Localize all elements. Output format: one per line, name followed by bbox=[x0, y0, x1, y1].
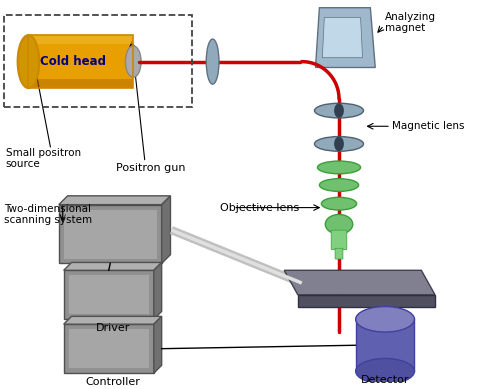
Bar bbox=[69, 275, 149, 314]
Bar bbox=[28, 79, 133, 88]
Bar bbox=[356, 319, 414, 371]
Polygon shape bbox=[59, 196, 170, 205]
Ellipse shape bbox=[125, 46, 141, 77]
Text: Two-dimensional
scanning system: Two-dimensional scanning system bbox=[4, 204, 92, 225]
FancyBboxPatch shape bbox=[335, 248, 343, 259]
Bar bbox=[28, 35, 133, 44]
Bar bbox=[64, 210, 157, 259]
Bar bbox=[69, 329, 149, 368]
Ellipse shape bbox=[334, 103, 344, 118]
Text: Magnetic lens: Magnetic lens bbox=[392, 121, 465, 131]
Polygon shape bbox=[323, 18, 362, 58]
Polygon shape bbox=[298, 295, 435, 307]
Bar bbox=[28, 35, 133, 88]
Ellipse shape bbox=[206, 39, 219, 84]
Ellipse shape bbox=[18, 35, 39, 88]
Ellipse shape bbox=[356, 359, 414, 384]
Text: Controller: Controller bbox=[85, 377, 140, 387]
Polygon shape bbox=[154, 263, 162, 319]
Polygon shape bbox=[64, 263, 162, 270]
FancyBboxPatch shape bbox=[331, 230, 347, 250]
Ellipse shape bbox=[356, 307, 414, 332]
Ellipse shape bbox=[317, 161, 360, 174]
Text: Driver: Driver bbox=[96, 323, 130, 333]
Bar bbox=[59, 205, 162, 263]
Ellipse shape bbox=[322, 197, 357, 210]
Polygon shape bbox=[162, 196, 170, 263]
Text: Detector: Detector bbox=[361, 375, 409, 385]
Polygon shape bbox=[284, 270, 435, 295]
Text: Small positron
source: Small positron source bbox=[6, 148, 81, 170]
Ellipse shape bbox=[319, 179, 359, 191]
Bar bbox=[64, 270, 154, 319]
Text: Positron gun: Positron gun bbox=[116, 163, 185, 172]
Polygon shape bbox=[154, 316, 162, 373]
Ellipse shape bbox=[325, 214, 353, 234]
Ellipse shape bbox=[334, 137, 344, 151]
Bar bbox=[4, 14, 192, 107]
Text: Objective lens: Objective lens bbox=[220, 203, 300, 213]
Polygon shape bbox=[315, 8, 375, 67]
Bar bbox=[28, 35, 133, 88]
Text: Cold head: Cold head bbox=[40, 55, 107, 68]
Bar bbox=[64, 324, 154, 373]
Polygon shape bbox=[64, 316, 162, 324]
Text: Analyzing
magnet: Analyzing magnet bbox=[385, 12, 436, 33]
Ellipse shape bbox=[314, 137, 363, 151]
Ellipse shape bbox=[314, 103, 363, 118]
